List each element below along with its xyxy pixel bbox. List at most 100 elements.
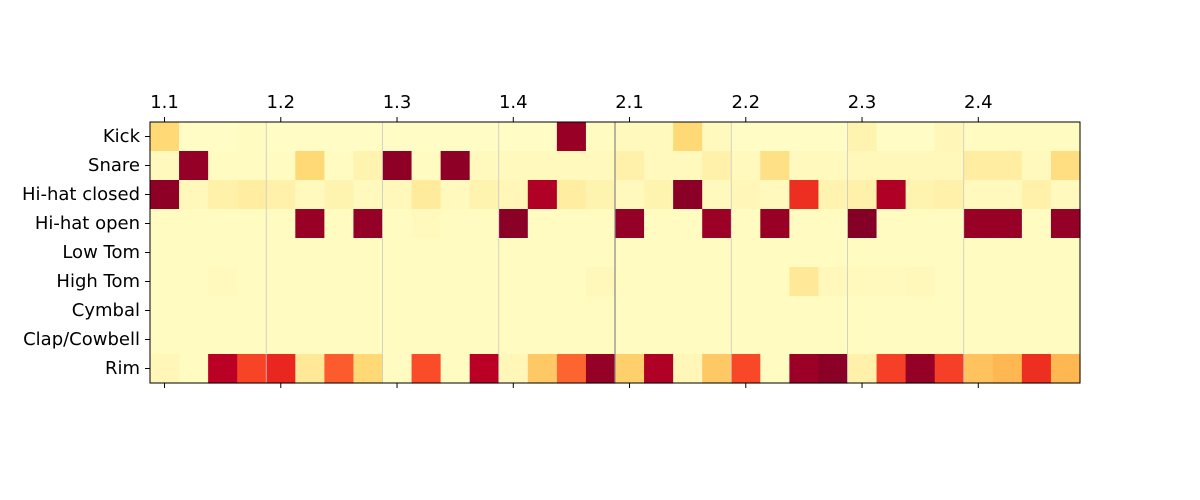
- heatmap-cell: [644, 325, 674, 355]
- heatmap-cell: [295, 296, 325, 326]
- y-tick-label: Snare: [88, 155, 140, 176]
- heatmap-cell: [469, 209, 500, 239]
- heatmap-cell: [498, 354, 529, 384]
- heatmap-cell: [498, 238, 529, 268]
- heatmap-cell: [934, 122, 965, 152]
- heatmap-cell: [266, 209, 296, 239]
- heatmap-cell: [1050, 267, 1081, 297]
- heatmap-cell: [208, 354, 238, 384]
- heatmap-cell: [876, 209, 907, 239]
- heatmap-cell: [469, 238, 500, 268]
- heatmap-cell: [150, 267, 180, 297]
- heatmap-cell: [731, 238, 761, 268]
- heatmap-cell: [208, 267, 238, 297]
- heatmap-cell: [934, 267, 965, 297]
- heatmap-cell: [208, 325, 238, 355]
- heatmap-cell: [992, 267, 1023, 297]
- heatmap-cell: [556, 325, 587, 355]
- heatmap-cell: [295, 122, 325, 152]
- heatmap-cell: [644, 267, 674, 297]
- heatmap-cell: [295, 267, 325, 297]
- heatmap-cell: [963, 354, 994, 384]
- y-tick-label: Clap/Cowbell: [23, 329, 140, 350]
- heatmap-cell: [615, 296, 645, 326]
- heatmap-cell: [382, 180, 413, 210]
- x-tick-label: 1.3: [383, 92, 412, 113]
- heatmap-cell: [527, 122, 558, 152]
- heatmap-cell: [324, 296, 355, 326]
- heatmap-cell: [905, 209, 936, 239]
- heatmap-cell: [963, 296, 994, 326]
- heatmap-cell: [1050, 180, 1081, 210]
- heatmap-cell: [324, 354, 355, 384]
- heatmap-cell: [382, 354, 413, 384]
- heatmap-cell: [731, 122, 761, 152]
- heatmap-cell: [731, 209, 761, 239]
- heatmap-cell: [876, 151, 907, 181]
- heatmap-cell: [179, 267, 209, 297]
- heatmap-cell: [585, 296, 616, 326]
- heatmap-cell: [702, 180, 732, 210]
- heatmap-cell: [266, 325, 296, 355]
- heatmap-cell: [237, 122, 267, 152]
- heatmap-cell: [150, 238, 180, 268]
- heatmap-cell: [527, 296, 558, 326]
- x-tick-label: 2.1: [615, 92, 644, 113]
- heatmap-cell: [411, 180, 442, 210]
- heatmap-cell: [644, 296, 674, 326]
- heatmap-cell: [1021, 325, 1052, 355]
- heatmap-cell: [266, 151, 296, 181]
- heatmap-cell: [702, 296, 732, 326]
- heatmap-cell: [847, 209, 878, 239]
- heatmap-cell: [556, 354, 587, 384]
- heatmap-cell: [905, 296, 936, 326]
- heatmap-cell: [818, 325, 849, 355]
- heatmap-cell: [615, 325, 645, 355]
- heatmap-cell: [847, 267, 878, 297]
- heatmap-cell: [469, 122, 500, 152]
- heatmap-cell: [527, 238, 558, 268]
- heatmap-cell: [963, 180, 994, 210]
- heatmap-cell: [237, 209, 267, 239]
- heatmap-cell: [353, 354, 384, 384]
- heatmap-cell: [876, 267, 907, 297]
- heatmap-cell: [150, 209, 180, 239]
- heatmap-cell: [934, 354, 965, 384]
- heatmap-cell: [585, 180, 616, 210]
- heatmap-cell: [731, 325, 761, 355]
- heatmap-cell: [731, 267, 761, 297]
- heatmap-cell: [556, 296, 587, 326]
- heatmap-cell: [789, 325, 820, 355]
- heatmap-cell: [673, 151, 703, 181]
- heatmap-cell: [847, 296, 878, 326]
- heatmap-cell: [382, 267, 413, 297]
- heatmap-cell: [760, 180, 790, 210]
- y-tick-label: Hi-hat closed: [22, 184, 140, 205]
- heatmap-cell: [760, 267, 790, 297]
- heatmap-cell: [644, 209, 674, 239]
- heatmap-cell: [789, 354, 820, 384]
- heatmap-cell: [469, 267, 500, 297]
- heatmap-cell: [673, 296, 703, 326]
- heatmap-cell: [673, 267, 703, 297]
- heatmap-cell: [1050, 354, 1081, 384]
- heatmap-cell: [527, 325, 558, 355]
- heatmap-cell: [876, 180, 907, 210]
- heatmap-cell: [353, 122, 384, 152]
- heatmap-cell: [179, 238, 209, 268]
- heatmap-cell: [992, 122, 1023, 152]
- heatmap-cell: [673, 122, 703, 152]
- heatmap-cell: [702, 238, 732, 268]
- heatmap-cell: [469, 325, 500, 355]
- heatmap-cell: [615, 180, 645, 210]
- heatmap-cell: [266, 296, 296, 326]
- heatmap-cell: [353, 267, 384, 297]
- y-axis-ticks: Kick Snare Hi-hat closed Hi-hat open Low Tom…: [22, 126, 150, 379]
- heatmap-cell: [847, 180, 878, 210]
- heatmap-cell: [818, 296, 849, 326]
- heatmap-cell: [789, 180, 820, 210]
- heatmap-cell: [992, 151, 1023, 181]
- heatmap-cell: [760, 151, 790, 181]
- heatmap-cell: [150, 122, 180, 152]
